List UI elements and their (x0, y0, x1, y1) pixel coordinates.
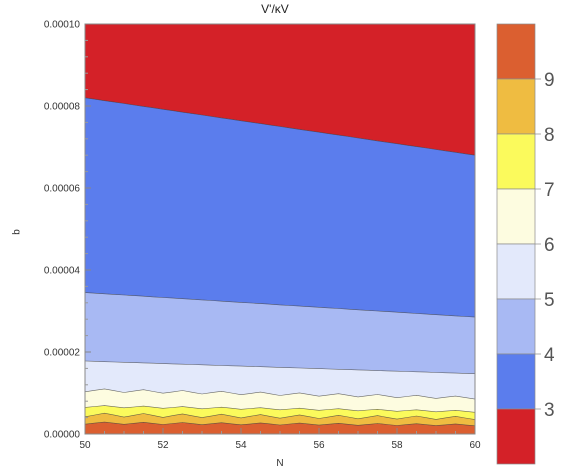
legend-swatch (496, 188, 536, 245)
legend-swatch (496, 408, 536, 465)
legend-label: 7 (544, 180, 555, 201)
contour-line-8 (84, 412, 476, 420)
legend-swatch (496, 23, 536, 80)
contour-region-1 (85, 24, 475, 156)
legend-label: 9 (544, 70, 555, 91)
x-tick-label: 58 (391, 440, 403, 451)
x-tick-label: 54 (235, 440, 247, 451)
contour-line-4 (84, 292, 476, 318)
contour-line-9 (84, 421, 476, 427)
legend-label: 8 (544, 125, 555, 146)
color-legend: 3 4 5 6 7 8 9 (496, 23, 555, 465)
legend-label: 4 (544, 345, 555, 366)
contour-line-7 (84, 405, 476, 413)
y-tick-label: 0.00006 (44, 184, 81, 195)
contour-region-6 (85, 405, 475, 420)
legend-swatch (496, 243, 536, 300)
legend-swatch (496, 133, 536, 190)
y-axis: 0.00000 0.00002 0.00004 0.00006 0.00008 0.000… (44, 20, 91, 441)
legend-swatch (496, 78, 536, 135)
x-axis-label: N (276, 458, 283, 468)
legend-label: 6 (544, 235, 555, 256)
x-tick-label: 60 (469, 440, 481, 451)
y-axis-label: q (11, 229, 22, 235)
contour-region-4 (85, 361, 475, 400)
contour-line-3 (84, 97, 476, 156)
y-tick-label: 0.00008 (44, 102, 81, 113)
contour-region-3 (85, 292, 475, 374)
x-tick-label: 50 (79, 440, 91, 451)
x-tick-label: 52 (157, 440, 169, 451)
contour-lines (84, 97, 476, 427)
legend-label: 3 (544, 400, 555, 421)
y-tick-label: 0.00002 (44, 348, 81, 359)
contour-line-6 (84, 388, 476, 400)
contour-line-5 (84, 360, 476, 374)
y-tick-label: 0.00010 (44, 20, 81, 31)
contour-region-7 (85, 413, 475, 426)
y-tick-label: 0.00004 (44, 266, 81, 277)
legend-swatch (496, 298, 536, 355)
contour-region-2 (85, 97, 475, 318)
legend-label: 5 (544, 290, 555, 311)
y-tick-label: 0.00000 (44, 430, 81, 441)
plot-area (85, 24, 475, 434)
legend-swatch (496, 353, 536, 410)
chart-title: V'/κV (261, 2, 289, 16)
x-axis: 50 52 54 56 58 60 (79, 428, 481, 451)
x-tick-label: 56 (313, 440, 325, 451)
